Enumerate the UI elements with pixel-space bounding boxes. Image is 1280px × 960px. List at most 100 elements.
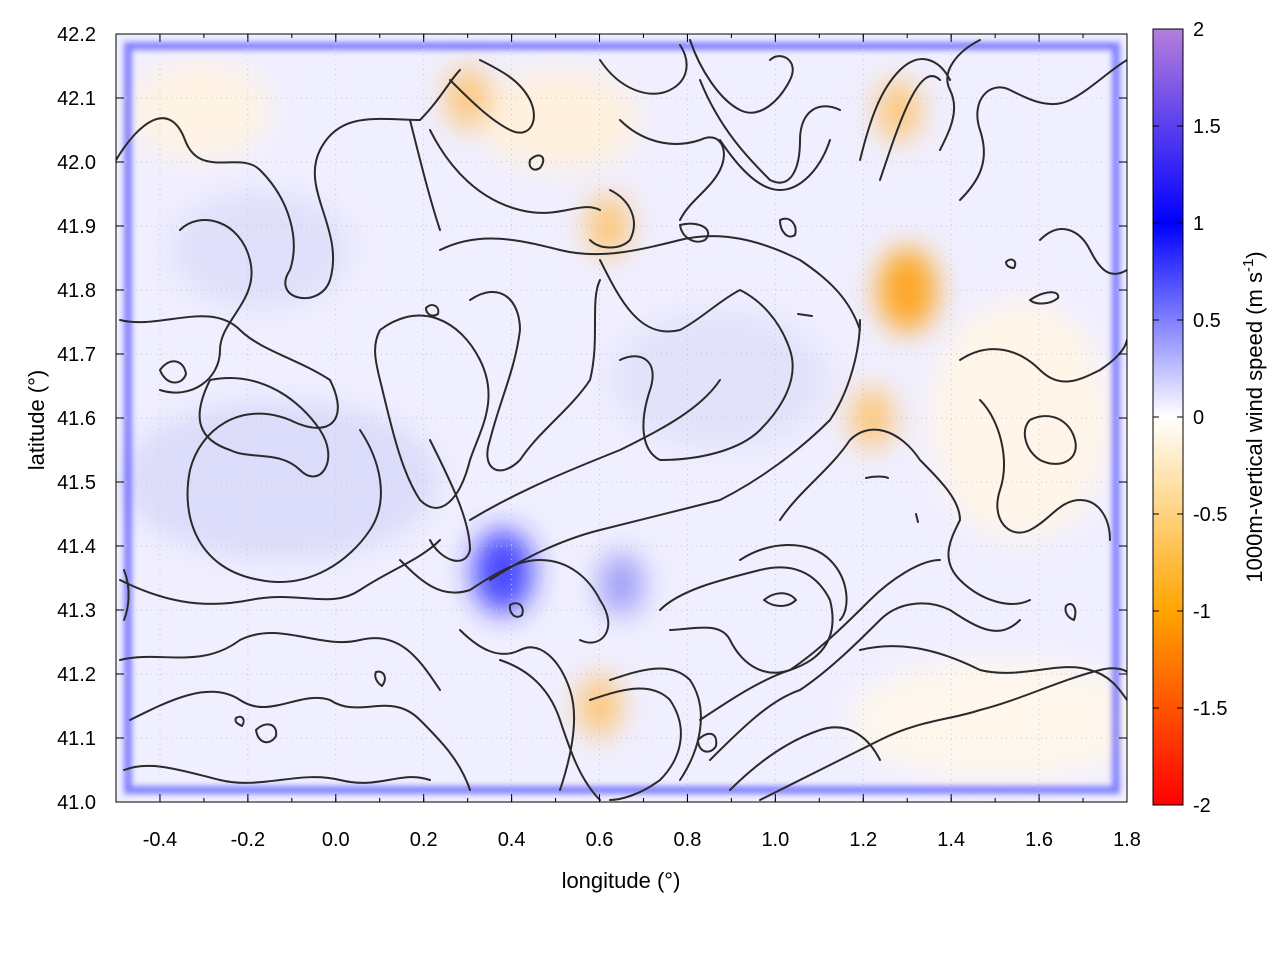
contour-line [1023,415,1077,465]
field-pale-region [130,60,270,160]
grid [116,34,1127,802]
contour-line [119,315,382,583]
y-tick-label: 42.2 [57,24,96,46]
contour-line [959,59,1127,201]
contour-line [709,602,1021,761]
y-tick-label: 41.8 [57,280,96,302]
contour-line [859,58,951,161]
contour-line [1064,602,1077,621]
contour-line [528,154,545,171]
contour-line [459,629,576,791]
contour-line [198,377,330,478]
contour-line [619,119,725,221]
contour-line [116,69,461,299]
y-axis-title: latitude (°) [24,370,49,471]
contour-line [859,645,1127,701]
contour-line [959,339,1127,383]
downdraft-blob [876,80,921,142]
colorbar-tick-label: -1 [1193,601,1211,623]
x-axis-title: longitude (°) [562,868,681,893]
colorbar-title: 1000m-vertical wind speed (m s-1) [1240,251,1267,582]
contour-line [729,726,881,791]
contour-line [915,513,919,523]
colorbar-tick-label: 1.5 [1193,116,1221,138]
contour-line [599,44,688,95]
colorbar-tick-label: 0.5 [1193,310,1221,332]
y-tick-label: 42.1 [57,88,96,110]
colorbar-tick-label: -1.5 [1193,698,1227,720]
y-tick-label: 41.3 [57,600,96,622]
y-tick-label: 41.7 [57,344,96,366]
y-tick-label: 41.6 [57,408,96,430]
field-blue-region [170,190,350,310]
contour-line [123,569,130,621]
x-tick-label: 0.2 [410,829,438,851]
contour-line [425,304,440,317]
contour-line [489,319,861,581]
contour-line [865,475,889,479]
contour-line [159,219,253,394]
x-tick-label: -0.4 [143,829,177,851]
x-tick-label: 0.8 [674,829,702,851]
contour-line [1005,258,1017,269]
contour-line [1039,228,1127,275]
x-tick-label: 1.8 [1113,829,1141,851]
contour-line [763,592,797,607]
x-tick-label: -0.2 [231,829,265,851]
updraft-blob [599,553,644,616]
contour-line [589,189,635,249]
contour-line [469,379,721,521]
contour-line [679,222,710,243]
contour-line [739,544,848,621]
colorbar-tick-label: 2 [1193,19,1204,41]
downdraft-blob [577,675,622,737]
contour-line [719,139,831,191]
contour-line [779,428,1031,605]
contour-line [123,764,431,784]
contour-line [429,129,601,214]
contour-line [255,723,278,744]
contour-line [689,39,794,114]
downdraft-blob [586,195,631,257]
contour-line [374,670,386,687]
y-tick-label: 42.0 [57,152,96,174]
colorbar-tick-label: 0 [1193,407,1204,429]
contour-line [449,59,535,134]
contour-line [879,75,941,181]
contour-lines [116,39,1127,801]
field-pale-region [850,660,1127,780]
y-tick-label: 41.5 [57,472,96,494]
contour-line [589,687,682,801]
contour-line [499,659,601,801]
y-tick-label: 41.1 [57,728,96,750]
y-tick-label: 41.4 [57,536,96,558]
contour-line [599,259,794,461]
x-tick-label: 1.4 [937,829,965,851]
x-tick-label: 1.2 [849,829,877,851]
y-axis: 41.0 41.1 41.2 41.3 41.4 41.5 41.6 41.7 41.8 41.9… [57,24,1127,814]
contour-line [159,360,187,384]
contour-line [797,313,813,317]
x-tick-label: 1.6 [1025,829,1053,851]
contour-line [699,559,941,721]
contour-line [609,667,702,781]
field-pale-region [480,70,640,170]
downdraft-blob [877,248,938,332]
contour-line [409,119,441,231]
colorbar-tick-label: 1 [1193,213,1204,235]
colorbar: 2 1.5 1 0.5 0 -0.5 -1 -1.5 -2 1000m-vertical win… [1152,19,1267,817]
field-blue-region [120,400,440,560]
contour-line [399,559,610,644]
downdraft-blob [850,387,895,449]
contour-line [234,715,245,727]
y-tick-label: 41.2 [57,664,96,686]
field-pale-region [930,300,1110,540]
x-tick-label: 0.0 [322,829,350,851]
contour-line [119,631,441,691]
colorbar-tick-label: -0.5 [1193,504,1227,526]
contour-line [759,667,1127,801]
contour-line [979,399,1111,541]
contour-line [129,690,471,791]
contour-line [699,79,841,184]
contour-line [779,217,797,238]
